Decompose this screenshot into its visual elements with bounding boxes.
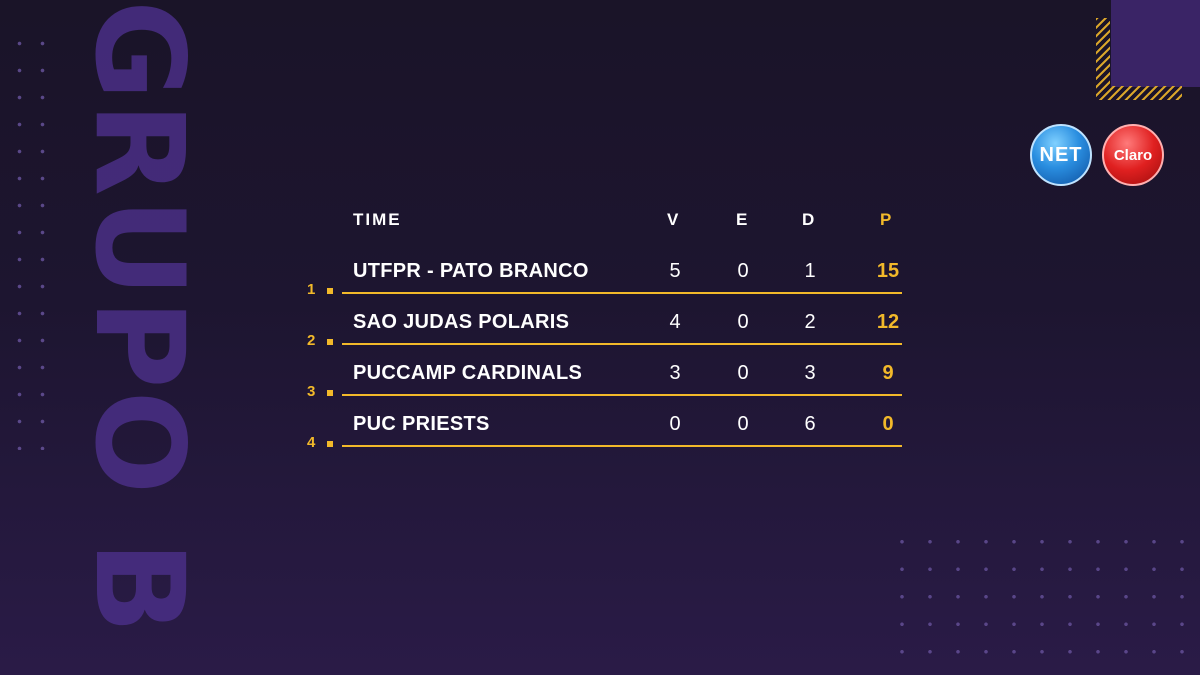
header-draws: E <box>736 210 750 229</box>
table-row: 3 PUCCAMP CARDINALS 3 0 3 9 <box>305 356 905 400</box>
wins-cell: 5 <box>669 260 681 282</box>
losses-cell: 6 <box>804 413 816 435</box>
points-cell: 15 <box>876 260 900 282</box>
rank-number: 2 <box>307 332 316 349</box>
table-row: 4 PUC PRIESTS 0 0 6 0 <box>305 407 905 451</box>
net-logo: NET <box>1030 124 1092 186</box>
rank-number: 4 <box>307 434 316 451</box>
rank-number: 3 <box>307 383 316 400</box>
rank-number: 1 <box>307 281 316 298</box>
wins-cell: 4 <box>669 311 681 333</box>
group-title: GRUPO B <box>68 0 210 636</box>
wins-cell: 0 <box>669 413 681 435</box>
header-points: P <box>880 210 894 229</box>
draws-cell: 0 <box>737 413 749 435</box>
dot-grid-right <box>888 528 1193 658</box>
team-name: UTFPR - PATO BRANCO <box>353 260 589 282</box>
draws-cell: 0 <box>737 311 749 333</box>
rank-marker <box>327 339 333 345</box>
losses-cell: 1 <box>804 260 816 282</box>
table-row: 1 UTFPR - PATO BRANCO 5 0 1 15 <box>305 254 905 298</box>
points-cell: 12 <box>876 311 900 333</box>
dot-grid-left <box>8 30 58 450</box>
row-divider <box>342 394 902 396</box>
row-divider <box>342 292 902 294</box>
losses-cell: 2 <box>804 311 816 333</box>
team-name: PUC PRIESTS <box>353 413 490 435</box>
rank-marker <box>327 390 333 396</box>
table-row: 2 SAO JUDAS POLARIS 4 0 2 12 <box>305 305 905 349</box>
team-name: PUCCAMP CARDINALS <box>353 362 583 384</box>
rank-marker <box>327 288 333 294</box>
points-cell: 9 <box>882 362 894 384</box>
claro-logo-text: Claro <box>1113 146 1153 164</box>
claro-logo: Claro <box>1102 124 1164 186</box>
draws-cell: 0 <box>737 260 749 282</box>
corner-stripes-vertical <box>1096 18 1110 100</box>
corner-stripes-horizontal <box>1096 86 1182 100</box>
losses-cell: 3 <box>804 362 816 384</box>
header-wins: V <box>667 210 681 229</box>
corner-square-decoration <box>1111 0 1200 87</box>
wins-cell: 3 <box>669 362 681 384</box>
header-losses: D <box>802 210 817 229</box>
row-divider <box>342 445 902 447</box>
row-divider <box>342 343 902 345</box>
net-logo-text: NET <box>1039 143 1083 166</box>
rank-marker <box>327 441 333 447</box>
points-cell: 0 <box>882 413 894 435</box>
header-team: TIME <box>353 210 402 229</box>
team-name: SAO JUDAS POLARIS <box>353 311 570 333</box>
draws-cell: 0 <box>737 362 749 384</box>
